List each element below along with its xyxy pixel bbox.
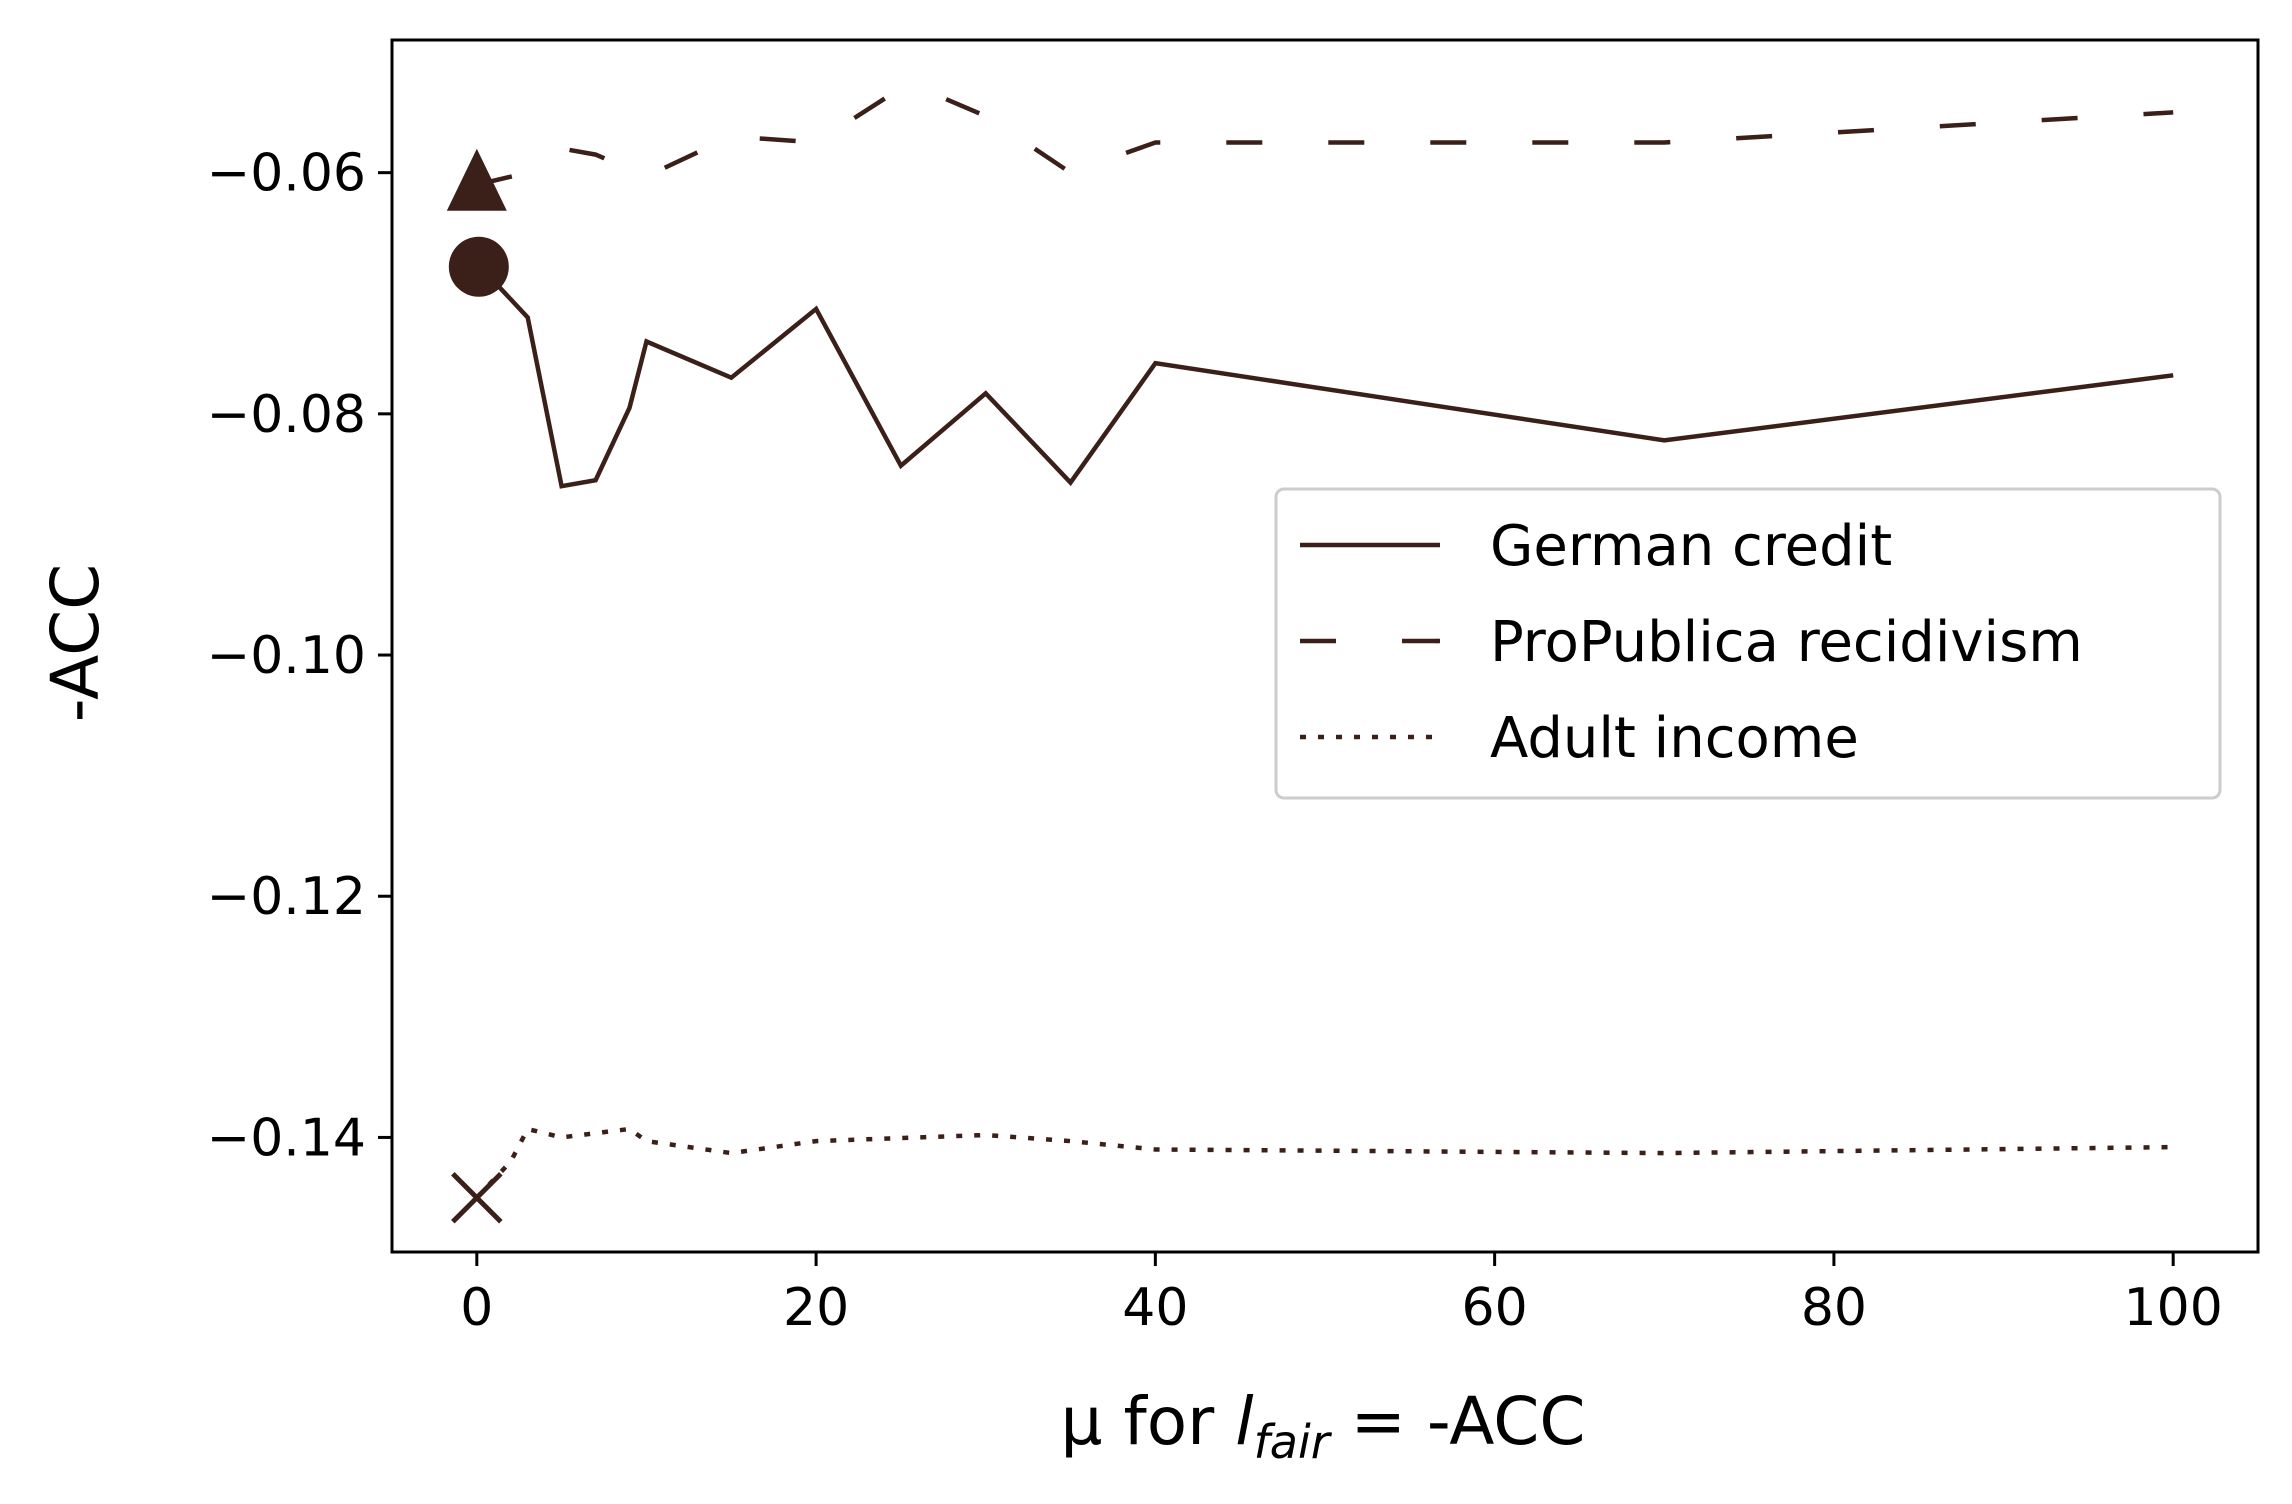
propublica-start-marker [446, 148, 507, 211]
marker-layer [446, 148, 509, 1224]
x-axis-title-sub: fair [1254, 1415, 1333, 1469]
x-axis-title-suffix: = -ACC [1330, 1383, 1586, 1460]
x-axis-title: μ for lfair = -ACC [1061, 1383, 1586, 1469]
german-credit-start-marker [448, 236, 509, 297]
y-tick-label: −0.10 [207, 626, 366, 686]
x-axis-title-prefix: μ for [1061, 1383, 1236, 1460]
legend-entries: German credit ProPublica recidivism Adult … [1300, 514, 2083, 771]
series-line-0 [475, 264, 2174, 489]
legend-label-0: German credit [1490, 514, 1892, 579]
series-layer [475, 85, 2174, 1200]
y-tick-label: −0.14 [207, 1108, 366, 1168]
y-tick-label: −0.12 [207, 867, 366, 927]
y-tick-label: −0.06 [207, 144, 366, 204]
x-axis-title-l: l [1235, 1383, 1254, 1460]
y-axis-title: -ACC [37, 564, 114, 723]
legend-label-1: ProPublica recidivism [1490, 610, 2083, 675]
legend: German credit ProPublica recidivism Adult … [1274, 487, 2222, 800]
x-tick-label: 0 [460, 1278, 493, 1338]
series-line-1 [476, 85, 2174, 187]
legend-label-2: Adult income [1490, 706, 1859, 771]
plot-frame [390, 38, 2260, 1254]
x-tick-label: 60 [1462, 1278, 1528, 1338]
adult-income-marker-stroke [451, 1171, 503, 1224]
x-tick-label: 40 [1122, 1278, 1188, 1338]
y-tick-label: −0.08 [207, 385, 366, 445]
legend-box [1274, 487, 2222, 800]
x-tick-label: 20 [783, 1278, 849, 1338]
x-axis-ticks: 0 20 40 60 80 100 [460, 1252, 2223, 1338]
x-tick-label: 80 [1801, 1278, 1867, 1338]
series-line-2 [475, 1126, 2174, 1200]
y-axis-ticks: −0.06 −0.08 −0.10 −0.12 −0.14 [207, 144, 392, 1168]
x-tick-label: 100 [2124, 1278, 2223, 1338]
adult-income-start-marker [451, 1171, 503, 1224]
